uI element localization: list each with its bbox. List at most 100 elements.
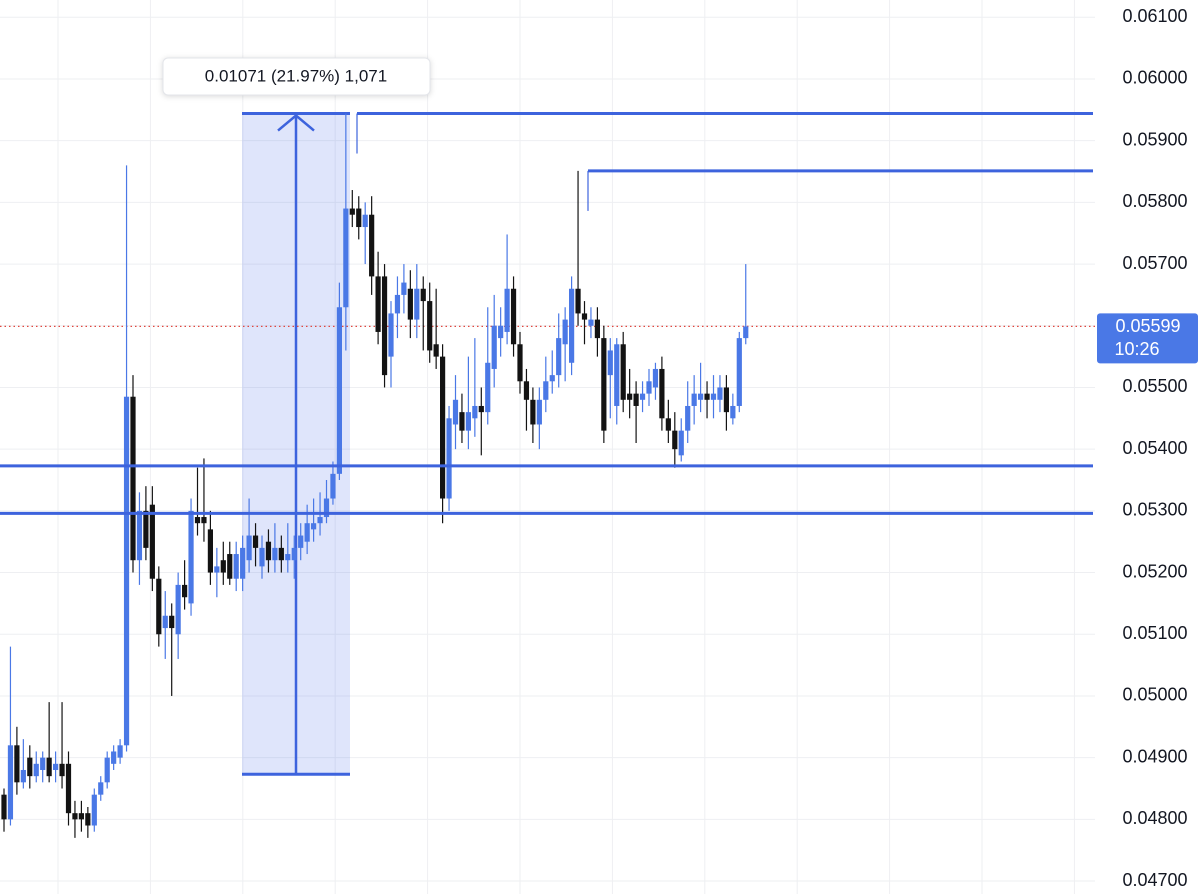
candle-body	[20, 769, 26, 783]
candle-body	[633, 393, 639, 406]
y-tick-label: 0.06000	[1122, 68, 1187, 88]
y-tick-label: 0.05900	[1122, 129, 1187, 149]
y-tick-label: 0.05500	[1122, 376, 1187, 396]
candle-body	[523, 381, 530, 400]
candle-body	[465, 412, 471, 431]
candle-body	[723, 387, 729, 413]
candle-body	[356, 208, 362, 228]
candle-body	[214, 566, 220, 573]
candle-body	[575, 288, 581, 314]
candle-body	[510, 288, 517, 345]
y-tick-label: 0.05700	[1122, 253, 1187, 273]
candle-body	[549, 375, 555, 382]
candle-body	[491, 325, 497, 369]
candle-body	[498, 325, 504, 339]
candle-body	[259, 547, 265, 567]
candle-body	[420, 288, 426, 302]
candle-body	[104, 757, 110, 783]
candle-body	[85, 813, 91, 826]
candle-body	[691, 393, 697, 406]
y-tick-label: 0.05100	[1122, 623, 1187, 643]
candle-body	[182, 584, 188, 598]
candle-body	[472, 405, 478, 419]
candle-body	[240, 547, 246, 579]
candle-body	[698, 393, 704, 400]
candle-body	[252, 535, 259, 548]
measure-label-box	[162, 57, 431, 96]
candle-body	[401, 282, 407, 295]
y-tick-label: 0.04900	[1122, 746, 1187, 766]
candle-body	[265, 541, 272, 561]
candle-body	[504, 288, 510, 332]
candle-body	[117, 745, 123, 758]
candle-body	[233, 554, 239, 579]
candle-body	[317, 517, 323, 524]
candle-body	[639, 393, 646, 400]
candle-body	[285, 554, 291, 561]
last-price-time: 10:26	[1114, 339, 1159, 359]
candle-body	[143, 510, 149, 548]
candle-body	[149, 504, 155, 579]
candle-body	[188, 510, 194, 604]
y-tick-label: 0.06100	[1122, 6, 1187, 26]
candle-body	[278, 547, 284, 561]
candle-body	[27, 757, 33, 777]
candle-body	[394, 294, 401, 314]
last-price-label: 0.05599	[1115, 316, 1180, 336]
candle-body	[369, 214, 375, 277]
candle-body	[72, 813, 78, 820]
candle-body	[362, 214, 368, 228]
candle-body	[452, 399, 459, 425]
candle-body	[123, 396, 130, 746]
candle-body	[1, 794, 7, 820]
candle-body	[581, 313, 588, 320]
candle-body	[59, 763, 65, 777]
candle-body	[311, 523, 317, 530]
candles	[1, 113, 749, 838]
candle-body	[672, 430, 678, 450]
arrow-head	[277, 113, 315, 132]
candle-body	[201, 517, 207, 524]
y-tick-label: 0.05800	[1122, 191, 1187, 211]
candle-body	[569, 288, 575, 363]
candle-body	[14, 745, 20, 783]
y-tick-label: 0.04800	[1122, 808, 1187, 828]
candle-body	[162, 615, 168, 629]
candle-body	[336, 307, 342, 474]
candle-body	[433, 344, 439, 357]
candle-body	[646, 381, 652, 394]
candle-body	[736, 338, 742, 406]
candle-body	[607, 350, 613, 376]
candle-body	[704, 393, 710, 400]
candle-body	[440, 356, 446, 499]
candle-body	[291, 547, 297, 561]
y-tick-label: 0.05400	[1122, 438, 1187, 458]
candle-body	[536, 399, 542, 425]
candle-body	[485, 362, 491, 413]
candle-body	[272, 547, 278, 561]
candle-body	[46, 757, 52, 777]
candle-body	[562, 319, 568, 345]
candle-body	[627, 393, 633, 400]
candle-body	[543, 381, 549, 400]
candle-body	[323, 498, 330, 518]
y-tick-label: 0.04700	[1122, 870, 1187, 890]
candle-body	[446, 418, 452, 499]
candle-body	[517, 344, 523, 382]
y-tick-label: 0.05000	[1122, 685, 1187, 705]
candle-body	[220, 560, 226, 573]
candle-body	[298, 535, 304, 548]
candle-body	[343, 208, 349, 308]
candle-body	[156, 578, 162, 635]
candle-body	[594, 319, 600, 339]
candle-body	[227, 554, 233, 579]
price-axis: 0.061000.060000.059000.058000.057000.056…	[1097, 6, 1198, 890]
y-tick-label: 0.05300	[1122, 500, 1187, 520]
candle-body	[459, 412, 465, 431]
candle-body	[65, 763, 72, 814]
candle-body	[175, 584, 181, 635]
candle-body	[388, 313, 394, 357]
candle-body	[246, 535, 252, 561]
candle-body	[330, 473, 336, 499]
